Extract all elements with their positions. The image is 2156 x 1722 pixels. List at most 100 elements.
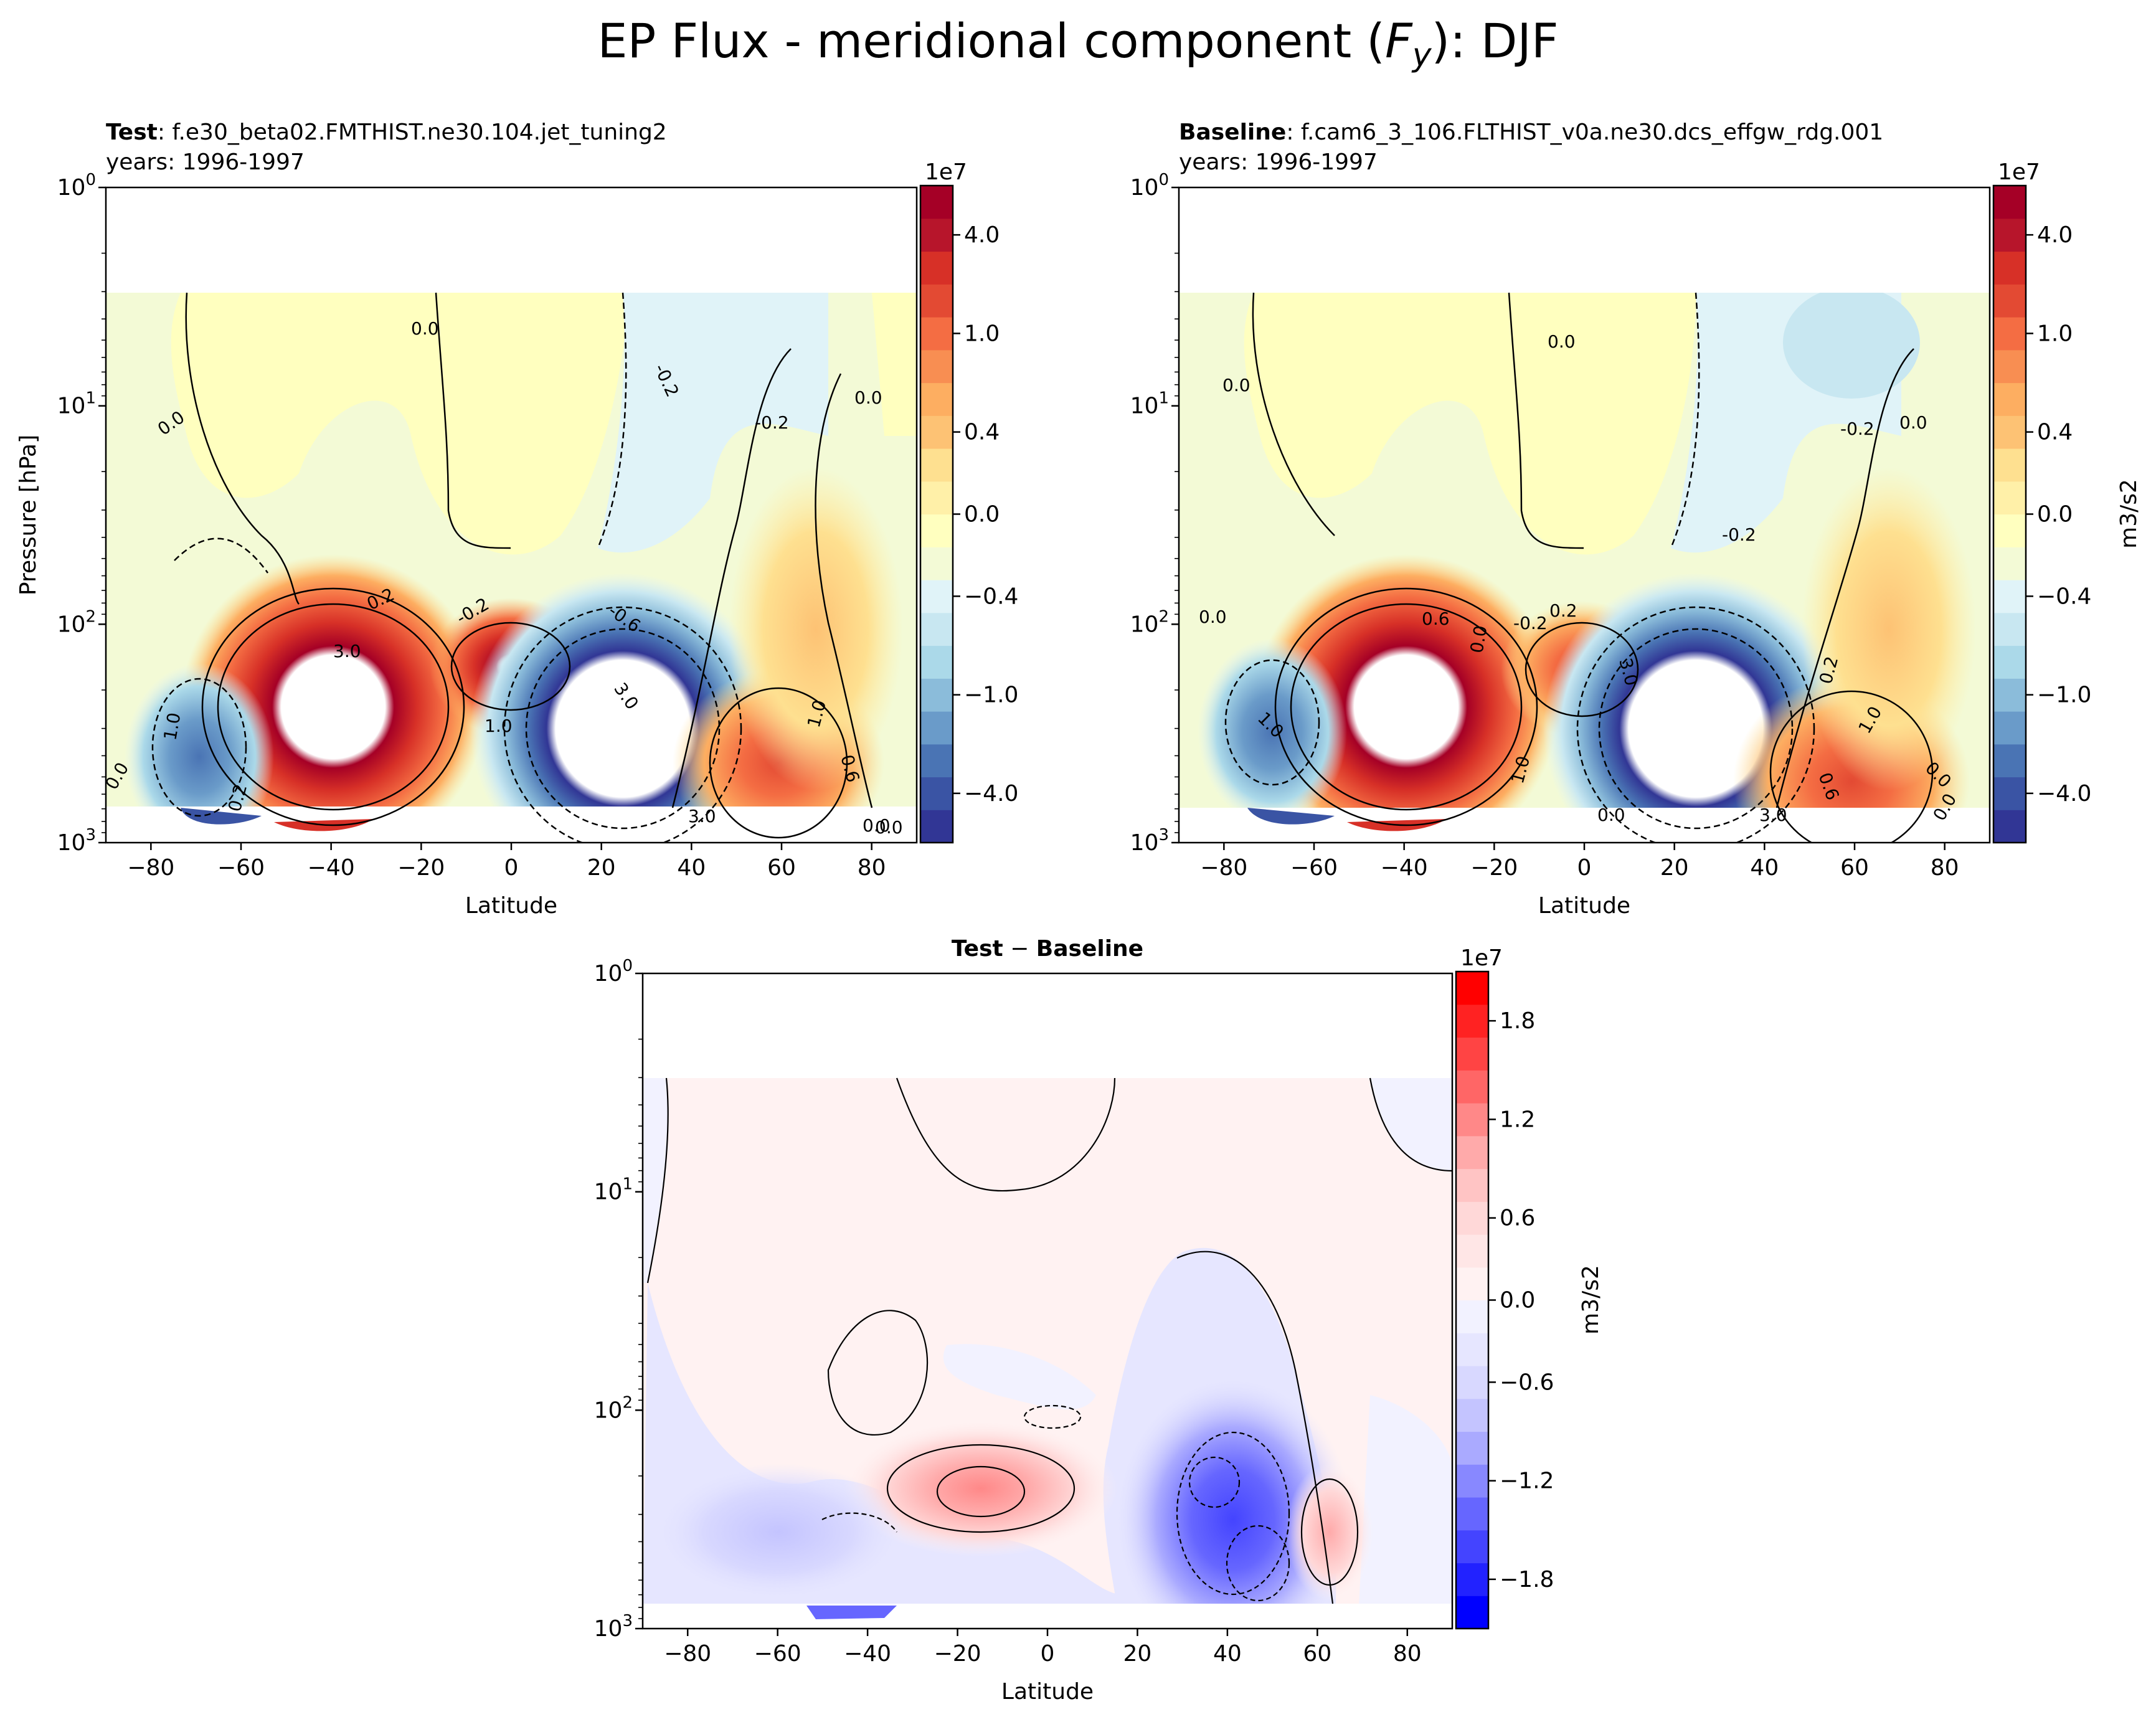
y-tick-label: 103	[57, 826, 96, 856]
contour-label: 0.0	[854, 387, 882, 408]
x-tick-label: 80	[858, 855, 886, 881]
panel-baseline-title: Baseline: f.cam6_3_106.FLTHIST_v0a.ne30.…	[1179, 120, 1883, 145]
colorbar-tick-label: −1.2	[1500, 1469, 1554, 1494]
x-tick-label: −40	[308, 855, 355, 881]
panel-difference-field	[643, 973, 1452, 1629]
colorbar-swatch	[920, 580, 953, 613]
colorbar-swatch	[1456, 1530, 1488, 1564]
x-tick-label: 20	[1123, 1641, 1152, 1667]
colorbar-swatch	[1456, 1497, 1488, 1531]
y-tick-label: 100	[1130, 171, 1169, 201]
colorbar-label: m3/s2	[2116, 479, 2142, 549]
colorbar-tick-label: 0.0	[2037, 502, 2073, 527]
colorbar-swatch	[1456, 1168, 1488, 1202]
colorbar-swatches	[1993, 186, 2026, 843]
y-tick-label: 101	[1130, 389, 1169, 419]
colorbar-swatch	[1993, 448, 2026, 482]
colorbar-swatches	[920, 186, 953, 843]
panel-baseline-xlabel: Latitude	[1538, 893, 1630, 919]
panel-baseline-subtitle: years: 1996-1997	[1179, 149, 1378, 175]
panel-test-field	[106, 187, 917, 843]
colorbar-swatch	[920, 678, 953, 712]
colorbar-swatch	[1456, 1234, 1488, 1268]
y-tick-label: 100	[57, 171, 96, 201]
contour-label: 0.0	[863, 815, 891, 836]
field-highlat-max	[729, 467, 903, 791]
x-tick-label: −60	[217, 855, 265, 881]
colorbar-swatch	[1993, 777, 2026, 810]
x-tick-label: 20	[587, 855, 616, 881]
colorbar-swatch	[1456, 1596, 1488, 1629]
panel-difference-colorbar: 1e7 1.8 1.2 0.6 0.0 −0.6 −1.2 −1.8 m3/s2	[1455, 945, 1604, 1630]
panel-difference: Test − Baseline	[594, 936, 1604, 1705]
colorbar-swatch	[920, 744, 953, 778]
colorbar-swatch	[920, 382, 953, 416]
colorbar-swatches	[1456, 972, 1488, 1629]
y-tick-label: 101	[594, 1175, 633, 1205]
colorbar-swatch	[1456, 1201, 1488, 1235]
colorbar-swatch	[1993, 186, 2026, 219]
colorbar-swatch	[1993, 810, 2026, 843]
panel-test-xlabel: Latitude	[465, 893, 557, 919]
colorbar-swatch	[1456, 1398, 1488, 1432]
colorbar-swatch	[920, 711, 953, 745]
colorbar-swatch	[920, 481, 953, 515]
panel-baseline-contours	[1224, 292, 1934, 843]
x-tick-label: 80	[1931, 855, 1959, 881]
x-tick-label: 20	[1660, 855, 1689, 881]
contour-label: -0.2	[1722, 524, 1756, 545]
x-tick-label: −20	[1470, 855, 1518, 881]
panel-baseline-colorbar: 1e7 4.0 1.0 0.4 0.0 −0.4 −1.0 −4.0 m3/s2	[1992, 159, 2142, 844]
contour-label: 0.0	[1466, 624, 1491, 655]
colorbar-tick-label: 4.0	[964, 222, 1000, 248]
panel-test-ylabel: Pressure [hPa]	[16, 435, 41, 595]
colorbar-tick-label: −0.6	[1500, 1370, 1554, 1395]
colorbar-ticks: 4.0 1.0 0.4 0.0 −0.4 −1.0 −4.0	[953, 222, 1018, 807]
y-tick-label: 102	[57, 607, 96, 637]
colorbar-swatch	[1993, 481, 2026, 515]
x-tick-label: −20	[397, 855, 445, 881]
colorbar-swatch	[1993, 514, 2026, 547]
field-polar-min	[125, 663, 274, 843]
colorbar-swatch	[920, 349, 953, 384]
colorbar-swatch	[920, 514, 953, 547]
y-tick-label: 103	[594, 1612, 633, 1642]
colorbar-tick-label: 0.0	[964, 502, 1000, 527]
colorbar-swatch	[1993, 218, 2026, 252]
x-tick-label: −20	[934, 1641, 981, 1667]
contour-label: 3.0	[1759, 805, 1787, 825]
panel-baseline-xticks: −80 −60 −40 −20 0 20 40 60 80	[1200, 843, 1959, 881]
colorbar-swatch	[920, 448, 953, 482]
contour-label: 0.0	[1899, 412, 1927, 433]
colorbar-tick-label: −0.4	[964, 584, 1018, 609]
colorbar-swatch	[1993, 317, 2026, 351]
panel-test-xticks: −80 −60 −40 −20 0 20 40 60 80	[127, 843, 886, 881]
contour-label: 0.0	[1222, 375, 1251, 395]
colorbar-tick-label: −0.4	[2037, 584, 2091, 609]
colorbar-swatch	[1456, 1037, 1488, 1071]
colorbar-swatch	[1993, 678, 2026, 712]
panel-test-colorbar: 1e7 4.0 1.0 0.4 0.0 −0.4 −1.0 −4.0	[919, 159, 1018, 844]
colorbar-swatch	[1993, 580, 2026, 613]
colorbar-tick-label: 0.6	[1500, 1206, 1535, 1231]
colorbar-tick-label: −1.0	[964, 683, 1018, 708]
field-missing-top	[106, 187, 917, 293]
colorbar-swatch	[1993, 349, 2026, 384]
x-tick-label: 0	[1577, 855, 1592, 881]
y-tick-label: 102	[594, 1393, 633, 1423]
y-tick-label: 100	[594, 957, 633, 986]
panel-difference-yticks: 100 101 102 103	[594, 957, 643, 1642]
panel-difference-title: Test − Baseline	[952, 936, 1143, 962]
colorbar-swatch	[1993, 415, 2026, 449]
x-tick-label: −80	[1200, 855, 1247, 881]
colorbar-tick-label: 0.0	[1500, 1288, 1535, 1313]
panel-test-contours	[151, 292, 873, 843]
colorbar-ticks: 4.0 1.0 0.4 0.0 −0.4 −1.0 −4.0	[2026, 222, 2091, 807]
contour-label: 1.0	[159, 711, 184, 742]
field-stratosphere-negative	[598, 293, 828, 553]
colorbar-swatch	[1456, 1070, 1488, 1104]
colorbar-swatch	[1456, 1563, 1488, 1596]
x-tick-label: 40	[1213, 1641, 1242, 1667]
colorbar-tick-label: −4.0	[2037, 781, 2091, 807]
colorbar-swatch	[1456, 1333, 1488, 1366]
